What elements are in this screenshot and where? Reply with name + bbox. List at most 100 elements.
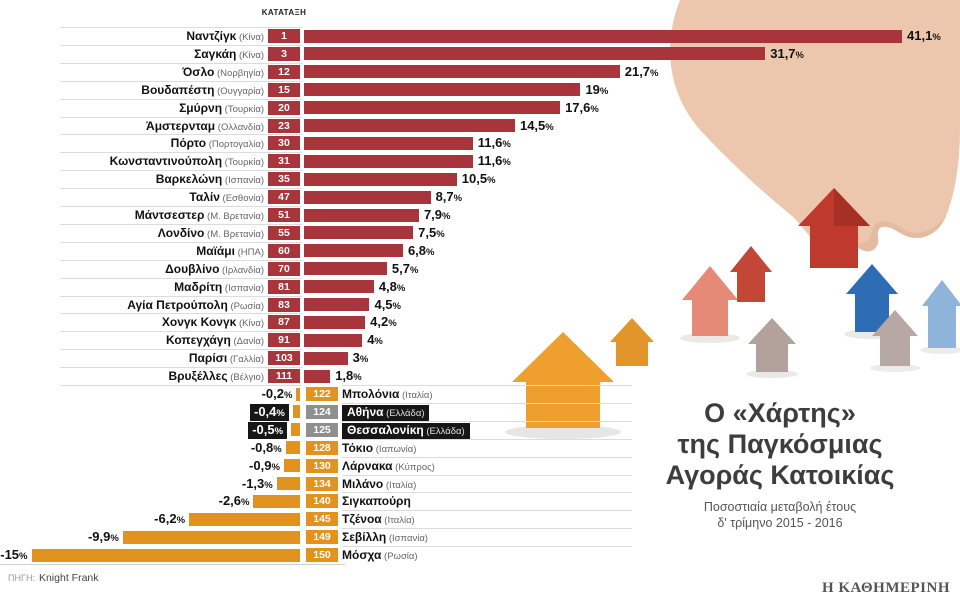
rank-badge: 3 <box>268 46 300 61</box>
country-label: (Κίνα) <box>236 49 264 61</box>
city-label: Βρυξέλλες (Βέλγιο) <box>168 369 264 384</box>
chart-row: Κωνσταντινούπολη (Τουρκία) 31 11,6% <box>0 152 960 170</box>
country-label: (Ουγγαρία) <box>214 85 264 97</box>
country-label: (Ιαπωνία) <box>373 443 417 455</box>
house-orange-small <box>610 318 654 366</box>
percent-sign: % <box>650 67 659 79</box>
row-separator <box>60 259 302 261</box>
percent-sign: % <box>502 139 511 151</box>
rank-badge: 149 <box>306 530 338 545</box>
page-title-line-3: Αγοράς Κατοικίας <box>665 460 895 490</box>
value-label: 41,1% <box>907 28 941 43</box>
city-label: Μόσχα (Ρωσία) <box>342 548 418 563</box>
row-separator <box>60 331 302 333</box>
row-separator <box>342 492 632 494</box>
title-block: Ο «Χάρτης» της Παγκόσμιας Αγοράς Κατοικί… <box>615 398 945 530</box>
percent-sign: % <box>283 390 293 401</box>
value-bar <box>276 477 300 490</box>
country-label: (Ρωσία) <box>227 300 264 312</box>
house-darkred-small <box>730 246 772 302</box>
country-label: (Γαλλία) <box>227 354 264 366</box>
rank-badge: 12 <box>268 64 300 79</box>
row-separator <box>60 27 302 28</box>
value-label: 11,6% <box>477 135 511 151</box>
house-red-held-roof-shade <box>834 188 870 226</box>
source-value: Knight Frank <box>38 572 99 584</box>
country-label: (Κίνα) <box>236 32 264 43</box>
chart-row: Κοπεγχάγη (Δανία) 91 4% <box>0 331 960 349</box>
chart-row: Βρυξέλλες (Βέλγιο) 111 1,8% <box>0 367 960 385</box>
house-orange-large <box>512 332 614 428</box>
house-gray <box>872 310 918 366</box>
value-label: 31,7% <box>770 45 804 61</box>
rank-badge: 60 <box>268 243 300 258</box>
country-label: (Ιρλανδία) <box>219 264 264 276</box>
value-label: -0,9% <box>249 457 280 473</box>
city-label: Άμστερνταμ (Ολλανδία) <box>146 118 264 133</box>
country-label: (Ρωσία) <box>381 551 418 563</box>
city-label: Σεβίλλη (Ισπανία) <box>342 530 428 545</box>
value-bar <box>304 101 561 115</box>
country-label: (Μ. Βρετανία) <box>204 228 264 240</box>
city-label: Αθήνα (Ελλάδα) <box>342 404 430 421</box>
value-bar <box>189 512 300 526</box>
percent-sign: % <box>19 551 28 563</box>
percent-sign: % <box>276 407 285 419</box>
hand-icon <box>670 0 960 255</box>
city-label: Σμύρνη (Τουρκία) <box>179 100 264 115</box>
percent-sign: % <box>359 354 369 366</box>
row-separator <box>60 295 302 297</box>
value-bar <box>304 369 331 383</box>
rank-badge: 47 <box>268 190 300 205</box>
country-label: (Ολλανδία) <box>215 121 264 133</box>
row-separator <box>60 385 302 386</box>
value-bar <box>285 441 300 455</box>
row-separator <box>60 170 302 172</box>
country-label: (Μ. Βρετανία) <box>204 211 264 222</box>
house-blue-dark <box>846 264 898 332</box>
row-separator <box>342 510 632 512</box>
row-separator <box>60 62 302 64</box>
chart-row: Άμστερνταμ (Ολλανδία) 23 14,5% <box>0 116 960 135</box>
row-separator <box>342 420 632 422</box>
row-separator <box>60 206 302 207</box>
rank-badge: 87 <box>268 315 300 330</box>
value-label: 7,9% <box>423 207 451 222</box>
value-label: 7,5% <box>418 224 445 240</box>
value-label: -0,5% <box>248 421 288 439</box>
percent-sign: % <box>241 497 250 509</box>
value-label: 4,5% <box>374 296 401 312</box>
value-bar <box>304 172 457 186</box>
percent-sign: % <box>353 372 362 384</box>
value-bar <box>304 333 363 347</box>
rank-badge: 15 <box>268 82 300 97</box>
house-taupe <box>748 318 796 372</box>
rank-badge: 83 <box>268 297 300 312</box>
page-title-line-1: Ο «Χάρτης» <box>704 398 856 428</box>
country-label: (Νορβηγία) <box>214 67 264 79</box>
row-separator <box>60 116 302 118</box>
row-separator <box>342 528 632 530</box>
row-separator <box>342 402 632 404</box>
chart-row: Μαδρίτη (Ισπανία) 81 4,8% <box>0 277 960 296</box>
rank-badge: 55 <box>268 225 300 240</box>
row-separator <box>342 456 632 458</box>
chart-row: Θεσσαλονίκη (Ελλάδα) 125 -0,5% <box>0 420 960 439</box>
value-label: -6,2% <box>154 511 186 527</box>
percent-sign: % <box>410 264 419 276</box>
chart-period: δ' τρίμηνο 2015 - 2016 <box>717 516 843 530</box>
city-label: Μαδρίτη (Ισπανία) <box>174 279 264 294</box>
row-separator <box>342 385 632 386</box>
country-label: (Δανία) <box>230 336 264 348</box>
shadow <box>920 346 960 354</box>
value-bar <box>304 244 403 258</box>
city-label: Σιγκαπούρη <box>342 494 411 509</box>
value-bar <box>122 530 300 544</box>
percent-sign: % <box>110 533 119 545</box>
city-label: Μάντσεστερ (Μ. Βρετανία) <box>134 208 264 222</box>
chart-row: Τζένοα (Ιταλία) 145 -6,2% <box>0 510 960 528</box>
value-bar <box>304 351 348 365</box>
chart-row: Μαϊάμι (ΗΠΑ) 60 6,8% <box>0 241 960 260</box>
row-separator <box>60 313 302 315</box>
row-separator <box>60 152 302 154</box>
